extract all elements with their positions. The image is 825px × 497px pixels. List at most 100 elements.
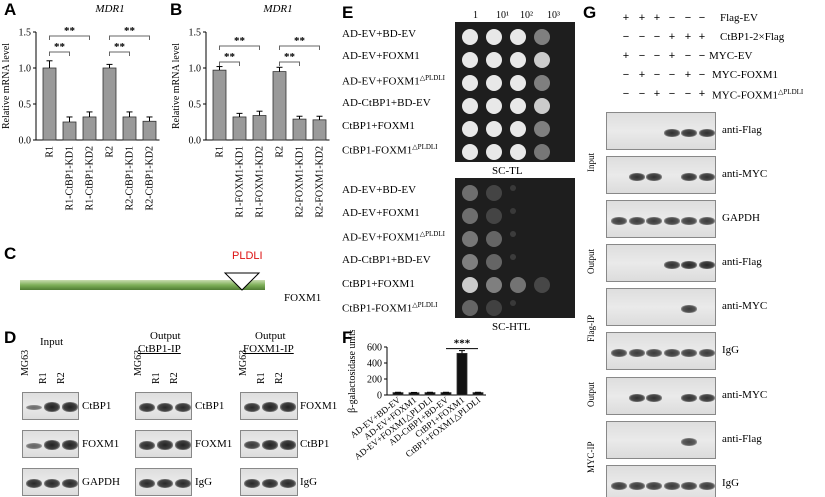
blot-strip xyxy=(606,332,716,370)
blot-band xyxy=(681,349,697,357)
section-ip-label: Flag-IP xyxy=(586,315,596,342)
condition-sign: − xyxy=(668,88,676,100)
significance-label: ** xyxy=(294,35,306,47)
condition-sign: + xyxy=(622,50,630,62)
yeast-colony xyxy=(486,254,502,270)
lane-label: R2 xyxy=(169,372,180,384)
significance-bracket xyxy=(219,45,260,50)
blot-group-subtitle: FOXM1-IP xyxy=(243,343,294,355)
panel-label-d: D xyxy=(4,328,17,347)
yeast-colony xyxy=(486,300,502,316)
blot-band xyxy=(698,261,715,269)
yeast-colony xyxy=(486,52,502,68)
yeast-colony xyxy=(462,144,478,160)
blot-band xyxy=(681,261,697,269)
y-tick-label: 1.0 xyxy=(19,64,32,75)
significance-label: ** xyxy=(114,41,126,53)
condition-label: MYC-FOXM1 xyxy=(712,69,779,81)
bar xyxy=(122,116,137,141)
yeast-colony xyxy=(534,144,550,160)
yeast-row-label: AD-EV+FOXM1 xyxy=(342,50,420,62)
significance-bracket xyxy=(49,51,70,56)
yeast-row-label: AD-CtBP1+BD-EV xyxy=(342,97,431,109)
blot-band xyxy=(628,217,645,225)
yeast-colony xyxy=(534,29,550,45)
bar xyxy=(252,115,267,141)
blot-band xyxy=(280,402,296,412)
blot-band xyxy=(44,440,60,450)
yeast-colony xyxy=(486,277,502,293)
bar xyxy=(440,392,452,396)
panel-d-co-ip-blots: Input MG63 R1 R2 CtBP1 FOXM1 GAPDH Output CtBP1-… xyxy=(0,330,340,497)
x-tick-label: R1-CtBP1-KD2 xyxy=(85,146,96,210)
blot-row-label: GAPDH xyxy=(82,476,120,488)
yeast-colony xyxy=(510,300,516,306)
yeast-colony xyxy=(462,231,478,247)
bar xyxy=(424,392,436,396)
significance-label: ** xyxy=(224,51,236,63)
deletion-superscript: △PLDLI xyxy=(419,230,445,238)
yeast-plate xyxy=(455,22,575,162)
blot-band xyxy=(62,402,78,412)
condition-label: CtBP1-2×Flag xyxy=(720,31,785,43)
condition-label: MYC-EV xyxy=(709,50,753,62)
bar xyxy=(232,116,247,141)
blot-band xyxy=(139,440,155,450)
yeast-colony xyxy=(510,98,526,114)
blot-strip xyxy=(606,200,716,238)
yeast-row-label: AD-EV+FOXM1△PLDLI xyxy=(342,230,445,244)
significance-label: ** xyxy=(54,41,66,53)
yeast-colony xyxy=(462,29,478,45)
blot-band xyxy=(681,438,697,446)
chart-b-mdr1-foxm1: MDR1 Relative mRNA level 0.0 0.5 1.0 1.5 R1 R1-… xyxy=(171,3,330,218)
condition-sign: + xyxy=(698,31,706,43)
condition-sign: + xyxy=(668,31,676,43)
blot-band xyxy=(646,482,662,490)
condition-sign: − xyxy=(668,12,676,24)
blot-band xyxy=(698,217,715,225)
blot-group-title: Output xyxy=(255,330,286,342)
y-axis-label: Relative mRNA level xyxy=(171,43,182,129)
condition-sign: − xyxy=(622,88,630,100)
bar xyxy=(82,116,97,141)
significance-label: ** xyxy=(234,35,246,47)
blot-band xyxy=(175,478,191,488)
blot-band xyxy=(157,402,173,412)
bar xyxy=(212,69,227,141)
yeast-colony xyxy=(462,121,478,137)
blot-band xyxy=(44,478,60,488)
x-tick-label: R2-CtBP1-KD2 xyxy=(145,146,156,210)
yeast-row-label: CtBP1+FOXM1 xyxy=(342,278,415,290)
blot-strip xyxy=(135,430,192,458)
blot-strip xyxy=(240,468,298,496)
x-tick-label: R1 xyxy=(45,146,56,158)
yeast-colony xyxy=(510,144,526,160)
blot-band xyxy=(26,442,42,449)
yeast-colony xyxy=(534,121,550,137)
foxm1-label: FOXM1 xyxy=(284,292,322,304)
yeast-colony xyxy=(510,277,526,293)
condition-sign: + xyxy=(638,12,646,24)
yeast-row-label: AD-EV+FOXM1 xyxy=(342,207,420,219)
blot-strip xyxy=(606,156,716,194)
x-tick-label: R2 xyxy=(105,146,116,158)
condition-sign: − xyxy=(684,50,692,62)
dilution-label: 10¹ xyxy=(496,10,509,21)
section-side-label: Input xyxy=(586,153,596,172)
blot-row-label: CtBP1 xyxy=(82,400,112,412)
yeast-colony xyxy=(486,185,502,201)
condition-sign: + xyxy=(653,88,661,100)
blot-strip xyxy=(606,244,716,282)
y-tick-label: 0.5 xyxy=(189,100,202,111)
blot-row-label: CtBP1 xyxy=(195,400,225,412)
blot-band xyxy=(611,349,627,357)
panel-e-yeast-two-hybrid: 1 10¹ 10² 10³ SC-TL SC-HTL AD-EV+BD-EV AD-EV+FO… xyxy=(340,0,580,333)
dilution-label: 10² xyxy=(520,10,533,21)
bar xyxy=(456,352,468,396)
panel-label-a: A xyxy=(4,0,17,19)
condition-sign: − xyxy=(622,69,630,81)
x-tick-label: R1 xyxy=(215,146,226,158)
blot-band xyxy=(26,404,42,411)
lane-label: R1 xyxy=(256,372,267,384)
panel-label-c: C xyxy=(4,244,17,263)
